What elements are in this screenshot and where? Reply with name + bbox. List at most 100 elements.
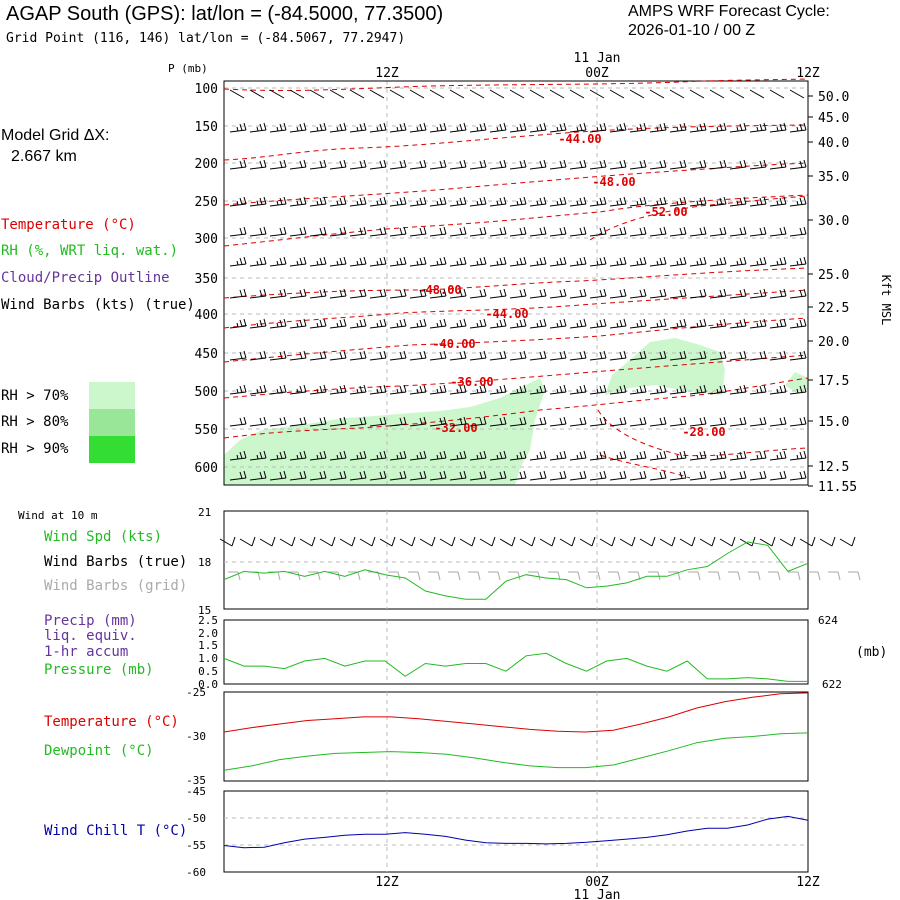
wind-barb — [296, 322, 299, 328]
wind-barb — [236, 322, 239, 328]
wind-barb — [759, 227, 763, 235]
wind-barb — [619, 227, 623, 235]
wind-barb — [496, 322, 499, 328]
height-tick-label: 35.0 — [818, 170, 849, 185]
wind-barb — [389, 166, 407, 170]
wind-barb — [323, 384, 327, 393]
wind-barb — [583, 226, 587, 235]
wind-barb — [799, 257, 803, 265]
wind-barb — [259, 471, 263, 479]
wind-barb — [563, 384, 567, 393]
temp-line-label: Temperature (°C) — [44, 714, 179, 730]
wind-barb — [759, 123, 763, 131]
wind-barb — [409, 295, 427, 299]
wind-barb — [299, 289, 303, 297]
wind-barb — [763, 122, 767, 131]
wind-barb — [329, 89, 345, 99]
wind-barb — [549, 166, 567, 170]
wind-barb — [503, 450, 507, 459]
wind-barb — [389, 89, 405, 99]
wind-barb — [343, 318, 347, 327]
wind-barb — [479, 319, 483, 327]
wind-barb — [323, 288, 327, 297]
temperature-contour — [223, 267, 809, 299]
wind-barb — [543, 470, 547, 479]
wind-barb — [623, 256, 627, 265]
wind-barb — [403, 416, 407, 425]
wind-barb — [449, 357, 467, 361]
wind-barb-true — [351, 536, 356, 547]
wind-barb — [303, 470, 307, 479]
pressure-axis-label: P (mb) — [168, 62, 208, 75]
precip-label: Precip (mm) — [44, 613, 137, 629]
wind-barb — [256, 322, 259, 328]
wind-barb — [589, 423, 607, 427]
wind-barb-true — [431, 536, 436, 547]
wind-barb — [679, 227, 683, 235]
wind-barb — [623, 288, 627, 297]
wind-barb — [789, 233, 807, 237]
wind-barb — [283, 256, 287, 265]
wind-barb — [643, 159, 647, 168]
wind-barb-grid — [777, 571, 781, 581]
windchill-line — [223, 815, 809, 849]
wind-barb — [339, 160, 343, 168]
wind-barb — [799, 451, 803, 459]
wind-barb — [549, 295, 567, 299]
wind-barb — [696, 454, 699, 460]
wind-barb — [596, 260, 599, 266]
wind-barb — [243, 318, 247, 327]
wind-barb — [279, 351, 283, 359]
contour-label: -44.00 — [485, 307, 528, 321]
wind-barb-true — [579, 538, 593, 547]
wind-barb — [719, 385, 723, 393]
temp-panel-frame — [223, 691, 809, 782]
wind-barb-true — [391, 536, 396, 547]
wind-barb — [756, 260, 759, 266]
wind-barb — [559, 417, 563, 425]
wind-barb — [299, 451, 303, 459]
wind-barb — [276, 126, 279, 132]
wind-barb — [723, 350, 727, 359]
wind-barb — [676, 322, 679, 328]
wind-barb — [259, 227, 263, 235]
wind-barb — [323, 318, 327, 327]
pressure-tick-label: 622 — [822, 678, 842, 691]
wind-barb — [763, 318, 767, 327]
wind-barb-true — [271, 536, 276, 547]
wind-barb — [436, 260, 439, 266]
wind-barb — [456, 454, 459, 460]
wind-barb — [229, 89, 245, 99]
wind-barb — [463, 450, 467, 459]
wind-barb — [316, 200, 319, 206]
height-axis-label: Kft MSL — [879, 275, 893, 326]
forecast-cycle-value: 2026-01-10 / 00 Z — [628, 22, 756, 39]
wind-barb — [479, 197, 483, 205]
wind-barb-true — [451, 536, 456, 547]
wind-barb — [299, 160, 303, 168]
temperature-contour — [223, 377, 809, 439]
wind-barb — [383, 159, 387, 168]
wind-barb — [249, 423, 267, 427]
wind-barb — [579, 319, 583, 327]
wind-barb — [329, 295, 347, 299]
wind-barb — [459, 123, 463, 131]
wind-spd-label: Wind Spd (kts) — [44, 529, 163, 545]
wind-barb — [379, 160, 383, 168]
wind-barb — [516, 454, 519, 460]
wind-barb — [749, 166, 767, 170]
wind-barb — [259, 451, 263, 459]
height-tick-label: 17.5 — [818, 374, 849, 389]
wind-barb — [679, 257, 683, 265]
wind-barb — [256, 454, 259, 460]
wind-barb — [779, 471, 783, 479]
wind-barb — [329, 423, 347, 427]
wind-barb — [359, 227, 363, 235]
wind-barb-grid — [297, 571, 301, 581]
wind-barb — [256, 126, 259, 132]
wind-barb — [599, 417, 603, 425]
wind-barb — [379, 319, 383, 327]
wind-barb-true — [631, 536, 636, 547]
wind-barb — [743, 226, 747, 235]
wind-barb — [263, 450, 267, 459]
